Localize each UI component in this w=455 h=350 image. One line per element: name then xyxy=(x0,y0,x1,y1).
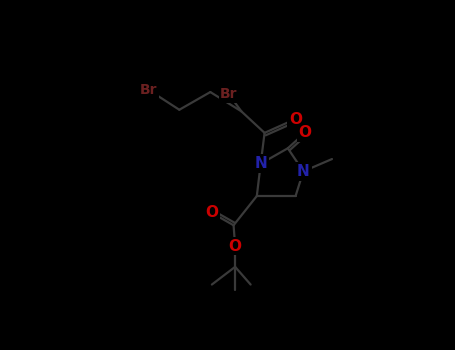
Text: O: O xyxy=(289,112,302,126)
Text: N: N xyxy=(297,164,310,179)
Text: N: N xyxy=(254,156,267,171)
Text: O: O xyxy=(228,239,242,253)
Text: Br: Br xyxy=(220,88,238,102)
Text: Br: Br xyxy=(140,83,157,97)
Text: O: O xyxy=(205,205,218,220)
Text: O: O xyxy=(298,125,311,140)
